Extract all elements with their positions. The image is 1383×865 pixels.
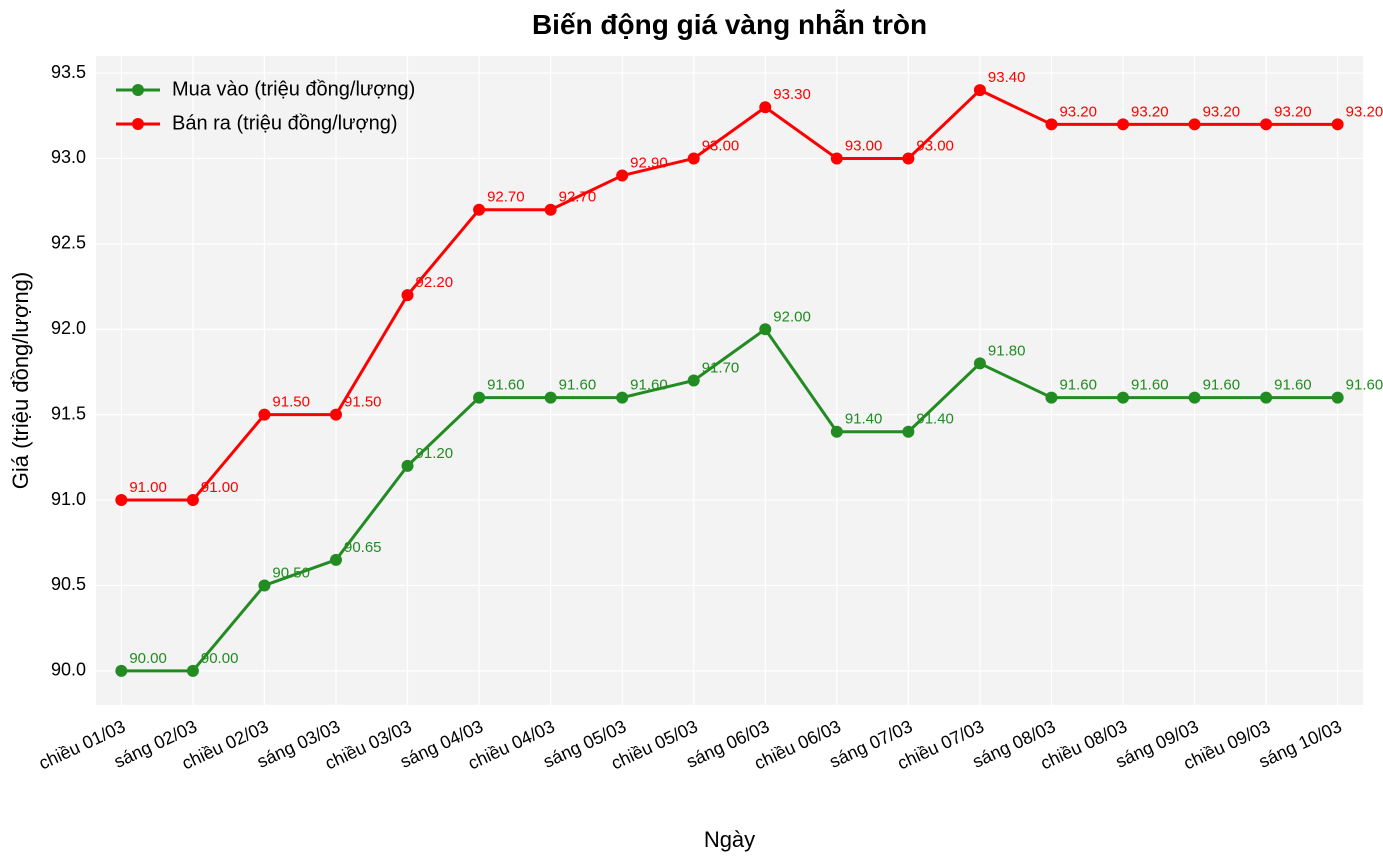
point-label: 91.20 (416, 445, 454, 462)
series-marker (330, 554, 342, 566)
point-label: 91.40 (845, 411, 883, 428)
series-marker (759, 323, 771, 335)
legend-label: Bán ra (triệu đồng/lượng) (172, 112, 398, 134)
chart-title: Biến động giá vàng nhẫn tròn (532, 9, 927, 40)
y-tick-label: 91.0 (51, 489, 86, 509)
point-label: 90.00 (129, 650, 167, 667)
y-tick-label: 92.0 (51, 318, 86, 338)
point-label: 93.20 (1274, 103, 1312, 120)
legend-label: Mua vào (triệu đồng/lượng) (172, 78, 415, 100)
point-label: 91.60 (559, 377, 597, 394)
point-label: 92.20 (416, 274, 454, 291)
series-marker (1332, 392, 1344, 404)
series-marker (1045, 392, 1057, 404)
y-tick-label: 90.0 (51, 660, 86, 680)
series-marker (902, 152, 914, 164)
series-marker (1189, 118, 1201, 130)
series-marker (1189, 392, 1201, 404)
series-marker (616, 392, 628, 404)
point-label: 91.40 (916, 411, 954, 428)
series-marker (1332, 118, 1344, 130)
point-label: 91.60 (630, 377, 668, 394)
point-label: 92.70 (487, 189, 525, 206)
series-marker (330, 409, 342, 421)
series-marker (1260, 392, 1272, 404)
point-label: 93.20 (1346, 103, 1383, 120)
point-label: 91.60 (1274, 377, 1312, 394)
series-marker (545, 392, 557, 404)
y-tick-label: 91.5 (51, 403, 86, 423)
point-label: 91.00 (201, 479, 239, 496)
point-label: 90.00 (201, 650, 239, 667)
series-marker (759, 101, 771, 113)
y-tick-label: 90.5 (51, 574, 86, 594)
point-label: 91.50 (344, 394, 382, 411)
point-label: 93.00 (916, 137, 954, 154)
y-tick-label: 93.5 (51, 62, 86, 82)
series-marker (545, 204, 557, 216)
series-marker (115, 665, 127, 677)
point-label: 90.65 (344, 539, 382, 556)
series-marker (187, 665, 199, 677)
x-axis-label: Ngày (704, 827, 755, 852)
point-label: 91.60 (1059, 377, 1097, 394)
y-axis-label: Giá (triệu đồng/lượng) (8, 272, 33, 489)
series-marker (258, 579, 270, 591)
series-marker (402, 289, 414, 301)
point-label: 93.00 (702, 137, 740, 154)
series-marker (688, 375, 700, 387)
series-marker (1045, 118, 1057, 130)
point-label: 93.00 (845, 137, 883, 154)
series-marker (902, 426, 914, 438)
series-marker (1117, 118, 1129, 130)
series-marker (831, 426, 843, 438)
y-tick-label: 92.5 (51, 233, 86, 253)
series-marker (1260, 118, 1272, 130)
point-label: 91.60 (1131, 377, 1169, 394)
series-marker (473, 392, 485, 404)
series-marker (473, 204, 485, 216)
series-marker (187, 494, 199, 506)
point-label: 92.70 (559, 189, 597, 206)
point-label: 90.50 (272, 564, 310, 581)
series-marker (616, 170, 628, 182)
point-label: 93.40 (988, 69, 1026, 86)
point-label: 91.70 (702, 360, 740, 377)
point-label: 93.20 (1131, 103, 1169, 120)
point-label: 91.60 (487, 377, 525, 394)
series-marker (974, 357, 986, 369)
point-label: 93.20 (1059, 103, 1097, 120)
series-marker (402, 460, 414, 472)
point-label: 92.00 (773, 308, 811, 325)
series-marker (1117, 392, 1129, 404)
point-label: 93.20 (1203, 103, 1241, 120)
chart-svg: 90.090.591.091.592.092.593.093.5chiều 01… (0, 0, 1383, 865)
point-label: 93.30 (773, 86, 811, 103)
point-label: 91.60 (1203, 377, 1241, 394)
series-marker (688, 152, 700, 164)
point-label: 91.00 (129, 479, 167, 496)
y-tick-label: 93.0 (51, 147, 86, 167)
series-marker (258, 409, 270, 421)
point-label: 91.50 (272, 394, 310, 411)
series-marker (974, 84, 986, 96)
point-label: 91.80 (988, 342, 1026, 359)
point-label: 92.90 (630, 155, 668, 172)
series-marker (831, 152, 843, 164)
series-marker (115, 494, 127, 506)
point-label: 91.60 (1346, 377, 1383, 394)
gold-price-chart: 90.090.591.091.592.092.593.093.5chiều 01… (0, 0, 1383, 865)
